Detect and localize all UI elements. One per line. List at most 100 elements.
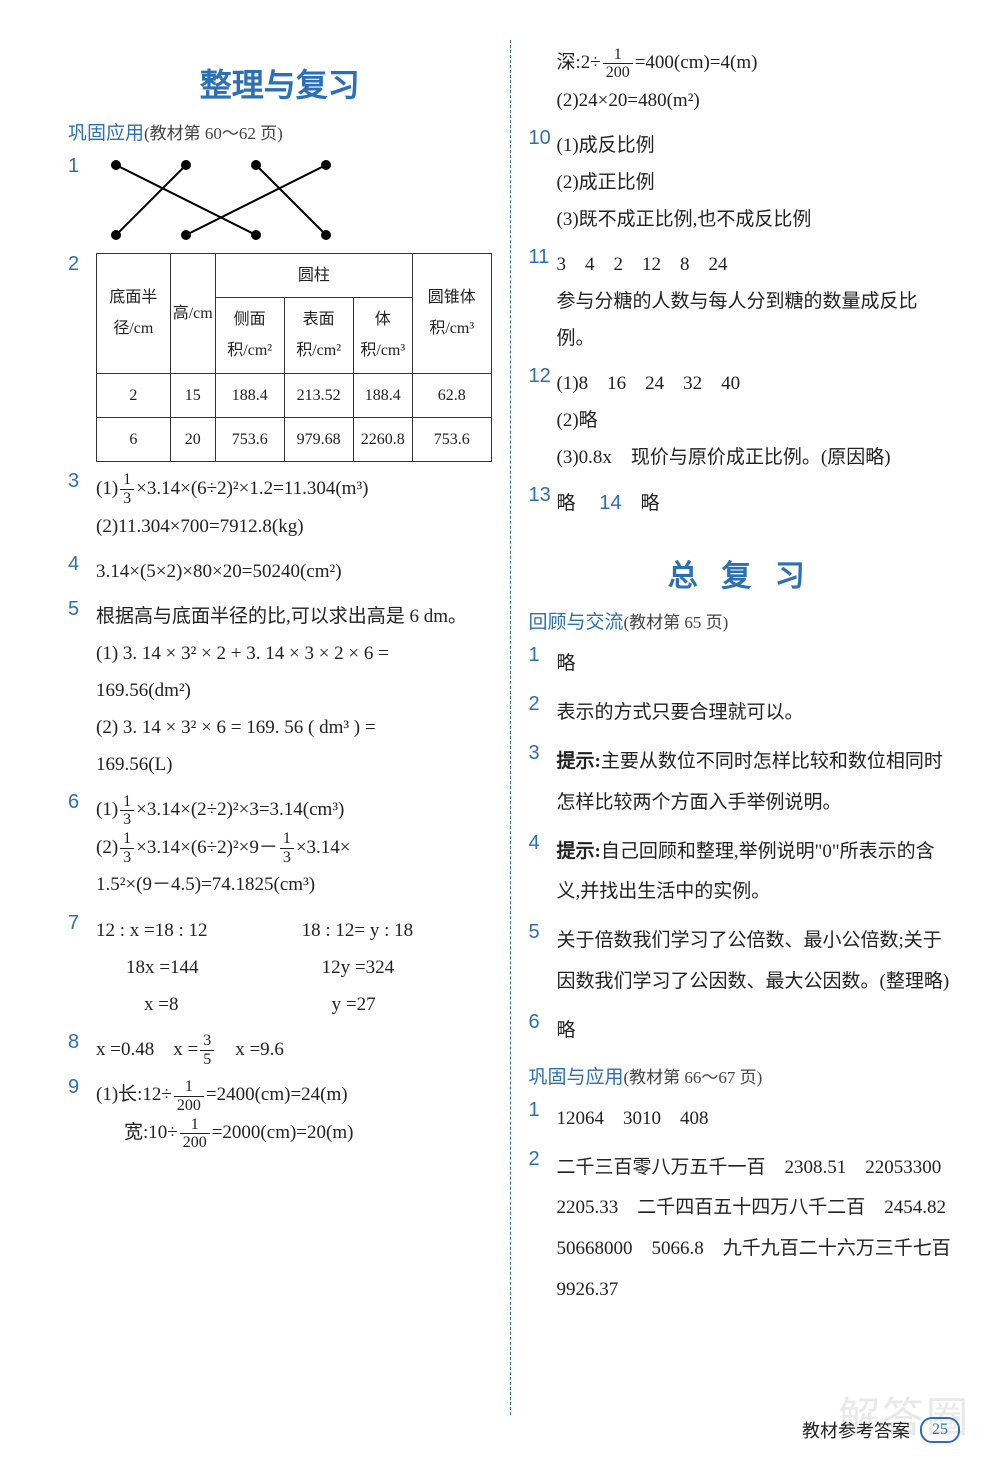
td: 6 xyxy=(97,417,171,461)
q-body: 略 xyxy=(557,644,953,685)
item-7: 7 12 : x =18 : 1218 : 12= y : 18 18x =14… xyxy=(68,912,492,1023)
eq: 12y =324 xyxy=(322,957,394,978)
table-row: 底面半径/cm 高/cm 圆柱 圆锥体积/cm³ xyxy=(97,254,492,298)
item-2: 2 底面半径/cm 高/cm 圆柱 圆锥体积/cm³ 侧面积/cm² 表面积/c… xyxy=(68,253,492,462)
item-a1: 1略 xyxy=(529,644,953,685)
text: (1) xyxy=(96,478,118,499)
item-9: 9 (1)长:12÷1200=2400(cm)=24(m) 宽:10÷1200=… xyxy=(68,1076,492,1151)
th: 高/cm xyxy=(170,254,215,374)
line: (3)0.8x 现价与原价成正比例。(原因略) xyxy=(557,439,953,476)
section-head-right-a: 回顾与交流(教材第 65 页) xyxy=(529,607,953,634)
q-num: 10 xyxy=(529,127,557,150)
line: (1) 3. 14 × 3² × 2 + 3. 14 × 3 × 2 × 6 = xyxy=(96,635,492,672)
q-body: 3 4 2 12 8 24 参与分糖的人数与每人分到糖的数量成反比例。 xyxy=(557,246,953,357)
item-12: 12 (1)8 16 24 32 40 (2)略 (3)0.8x 现价与原价成正… xyxy=(529,365,953,476)
q-body: (1)13×3.14×(6÷2)²×1.2=11.304(m³) (2)11.3… xyxy=(96,470,492,545)
q-body: 略 xyxy=(557,1011,953,1052)
eq: 18 : 12= y : 18 xyxy=(302,920,414,941)
line: (2)24×20=480(m²) xyxy=(557,82,953,119)
item-a2: 2表示的方式只要合理就可以。 xyxy=(529,693,953,734)
text: x =0.48 x = xyxy=(96,1039,198,1060)
section-label: 巩固与应用 xyxy=(529,1067,624,1088)
q-body: x =0.48 x =35 x =9.6 xyxy=(96,1031,492,1069)
q-num: 5 xyxy=(529,921,557,944)
th: 底面半径/cm xyxy=(97,254,171,374)
text: 自己回顾和整理,举例说明"0"所表示的含义,并找出生活中的实例。 xyxy=(557,841,935,903)
td: 213.52 xyxy=(284,373,353,417)
fraction: 35 xyxy=(200,1032,214,1068)
fraction: 1200 xyxy=(603,46,633,82)
td: 188.4 xyxy=(353,373,412,417)
td: 753.6 xyxy=(215,417,284,461)
th: 体积/cm³ xyxy=(353,298,412,373)
fraction: 1200 xyxy=(174,1078,204,1114)
line: 12 : x =18 : 1218 : 12= y : 18 xyxy=(96,912,492,949)
q-body: (1)13×3.14×(2÷2)²×3=3.14(cm³) (2)13×3.14… xyxy=(96,791,492,904)
td: 62.8 xyxy=(412,373,491,417)
text: =2000(cm)=20(m) xyxy=(212,1122,354,1143)
fraction: 13 xyxy=(120,471,134,507)
line: 宽:10÷1200=2000(cm)=20(m) xyxy=(124,1114,492,1152)
td: 188.4 xyxy=(215,373,284,417)
text: 主要从数位不同时怎样比较和数位相同时怎样比较两个方面入手举例说明。 xyxy=(557,751,943,813)
left-column: 整理与复习 巩固应用(教材第 60～62 页) 1 2 底面半径/cm 高/cm… xyxy=(50,40,511,1415)
fraction: 1200 xyxy=(180,1116,210,1152)
th: 圆柱 xyxy=(215,254,412,298)
item-5: 5 根据高与底面半径的比,可以求出高是 6 dm。 (1) 3. 14 × 3²… xyxy=(68,598,492,783)
q-num: 4 xyxy=(68,553,96,576)
fraction: 13 xyxy=(120,793,134,829)
table-row: 6 20 753.6 979.68 2260.8 753.6 xyxy=(97,417,492,461)
line: (3)既不成正比例,也不成反比例 xyxy=(557,201,953,238)
line: (2)13×3.14×(6÷2)²×9－13×3.14× xyxy=(96,829,492,867)
item-1: 1 xyxy=(68,155,492,245)
matching-svg xyxy=(96,155,356,245)
q-body: 提示:自己回顾和整理,举例说明"0"所表示的含义,并找出生活中的实例。 xyxy=(557,832,953,914)
frac-bot: 200 xyxy=(180,1134,210,1152)
item-13-14: 13 略 14 略 xyxy=(529,484,953,523)
th: 表面积/cm² xyxy=(284,298,353,373)
q-body: 根据高与底面半径的比,可以求出高是 6 dm。 (1) 3. 14 × 3² ×… xyxy=(96,598,492,783)
frac-bot: 200 xyxy=(603,64,633,82)
item-4: 4 3.14×(5×2)×80×20=50240(cm²) xyxy=(68,553,492,590)
td: 20 xyxy=(170,417,215,461)
right-title: 总 复 习 xyxy=(529,551,953,595)
line: (2)成正比例 xyxy=(557,164,953,201)
q-num: 11 xyxy=(529,246,557,269)
fraction: 13 xyxy=(120,830,134,866)
td: 2260.8 xyxy=(353,417,412,461)
q-body: 表示的方式只要合理就可以。 xyxy=(557,693,953,734)
text: 略 xyxy=(641,493,660,514)
line: (1)成反比例 xyxy=(557,127,953,164)
line: x =8y =27 xyxy=(96,986,492,1023)
frac-top: 1 xyxy=(280,830,294,849)
item-6: 6 (1)13×3.14×(2÷2)²×3=3.14(cm³) (2)13×3.… xyxy=(68,791,492,904)
line: 参与分糖的人数与每人分到糖的数量成反比例。 xyxy=(557,283,953,357)
text: ×3.14× xyxy=(296,837,351,858)
bold: 提示: xyxy=(557,841,601,862)
text: (2) xyxy=(96,837,118,858)
q-body: 提示:主要从数位不同时怎样比较和数位相同时怎样比较两个方面入手举例说明。 xyxy=(557,742,953,824)
frac-bot: 3 xyxy=(120,490,134,508)
item-a5: 5关于倍数我们学习了公倍数、最小公倍数;关于因数我们学习了公因数、最大公因数。(… xyxy=(529,921,953,1003)
matching-diagram xyxy=(96,155,492,245)
item-b2: 2二千三百零八万五千一百 2308.51 22053300 2205.33 二千… xyxy=(529,1148,953,1311)
line: 18x =14412y =324 xyxy=(96,949,492,986)
line: 深:2÷1200=400(cm)=4(m) xyxy=(557,44,953,82)
section-head-left: 巩固应用(教材第 60～62 页) xyxy=(68,118,492,145)
q-num: 2 xyxy=(529,693,557,716)
section-ref: (教材第 66～67 页) xyxy=(624,1068,763,1087)
item-8: 8 x =0.48 x =35 x =9.6 xyxy=(68,1031,492,1069)
frac-top: 3 xyxy=(200,1032,214,1051)
q-num: 3 xyxy=(529,742,557,765)
line: 169.56(dm²) xyxy=(96,672,492,709)
line: (2)略 xyxy=(557,402,953,439)
q-num: 7 xyxy=(68,912,96,935)
page: 整理与复习 巩固应用(教材第 60～62 页) 1 2 底面半径/cm 高/cm… xyxy=(0,0,1000,1465)
table-wrap: 底面半径/cm 高/cm 圆柱 圆锥体积/cm³ 侧面积/cm² 表面积/cm²… xyxy=(96,253,492,462)
section-head-right-b: 巩固与应用(教材第 66～67 页) xyxy=(529,1062,953,1089)
frac-top: 1 xyxy=(120,793,134,812)
section-label: 回顾与交流 xyxy=(529,612,624,633)
q-num: 1 xyxy=(529,644,557,667)
q-num: 2 xyxy=(529,1148,557,1171)
text: ×3.14×(2÷2)²×3=3.14(cm³) xyxy=(136,799,344,820)
